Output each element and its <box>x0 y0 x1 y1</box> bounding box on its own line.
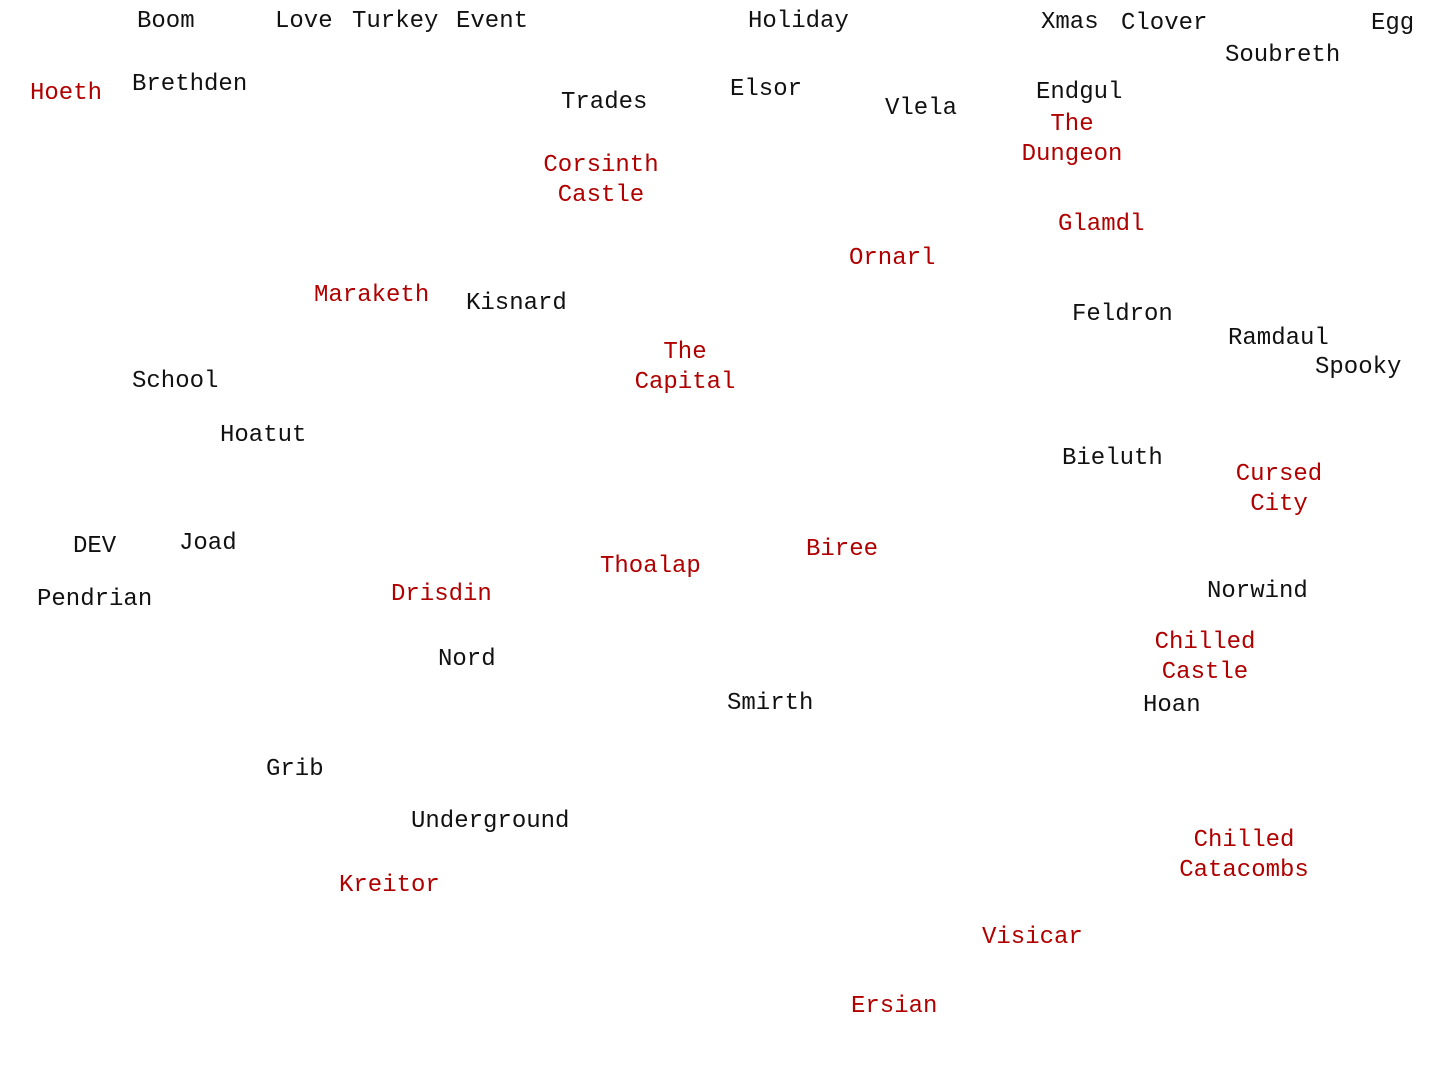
location-label[interactable]: Nord <box>438 646 496 673</box>
location-label[interactable]: Joad <box>179 530 237 557</box>
location-label[interactable]: Biree <box>806 536 879 563</box>
location-label[interactable]: Kisnard <box>466 290 567 317</box>
location-label[interactable]: Grib <box>266 756 324 783</box>
location-label[interactable]: Soubreth <box>1225 42 1341 69</box>
location-label[interactable]: Chilled Catacombs <box>1179 827 1309 884</box>
location-label[interactable]: Thoalap <box>600 553 701 580</box>
location-label[interactable]: Boom <box>137 8 195 35</box>
location-label[interactable]: Bieluth <box>1062 445 1163 472</box>
location-label[interactable]: Smirth <box>727 690 814 717</box>
location-label[interactable]: Kreitor <box>339 872 440 899</box>
location-label[interactable]: The Dungeon <box>1021 111 1123 168</box>
location-label[interactable]: Hoan <box>1143 692 1201 719</box>
location-label[interactable]: Ornarl <box>849 245 936 272</box>
location-label[interactable]: Trades <box>561 89 648 116</box>
location-label[interactable]: Xmas <box>1041 9 1099 36</box>
location-label[interactable]: Event <box>456 8 529 35</box>
location-label[interactable]: Chilled Castle <box>1154 629 1256 686</box>
location-label[interactable]: Hoatut <box>220 422 307 449</box>
location-label[interactable]: DEV <box>73 533 117 560</box>
location-label[interactable]: Pendrian <box>37 586 153 613</box>
location-label[interactable]: Ersian <box>851 993 938 1020</box>
location-label[interactable]: Underground <box>411 808 570 835</box>
location-label[interactable]: Norwind <box>1207 578 1308 605</box>
location-label[interactable]: Elsor <box>730 76 803 103</box>
location-label[interactable]: The Capital <box>634 339 736 396</box>
location-label[interactable]: Turkey <box>352 8 439 35</box>
location-label[interactable]: Visicar <box>982 924 1083 951</box>
location-label[interactable]: Maraketh <box>314 282 430 309</box>
location-label[interactable]: School <box>132 368 219 395</box>
location-label[interactable]: Love <box>275 8 333 35</box>
location-label[interactable]: Clover <box>1121 10 1208 37</box>
location-label[interactable]: Vlela <box>885 95 958 122</box>
location-label[interactable]: Spooky <box>1315 354 1402 381</box>
location-label[interactable]: Holiday <box>748 8 849 35</box>
location-label[interactable]: Hoeth <box>30 80 103 107</box>
location-label[interactable]: Feldron <box>1072 301 1173 328</box>
location-label[interactable]: Corsinth Castle <box>543 152 659 209</box>
location-label[interactable]: Brethden <box>132 71 248 98</box>
location-label[interactable]: Cursed City <box>1235 461 1323 518</box>
location-label[interactable]: Glamdl <box>1058 211 1145 238</box>
location-label[interactable]: Drisdin <box>391 581 492 608</box>
location-label[interactable]: Ramdaul <box>1228 325 1329 352</box>
location-label[interactable]: Egg <box>1371 10 1415 37</box>
location-label[interactable]: Endgul <box>1036 79 1123 106</box>
